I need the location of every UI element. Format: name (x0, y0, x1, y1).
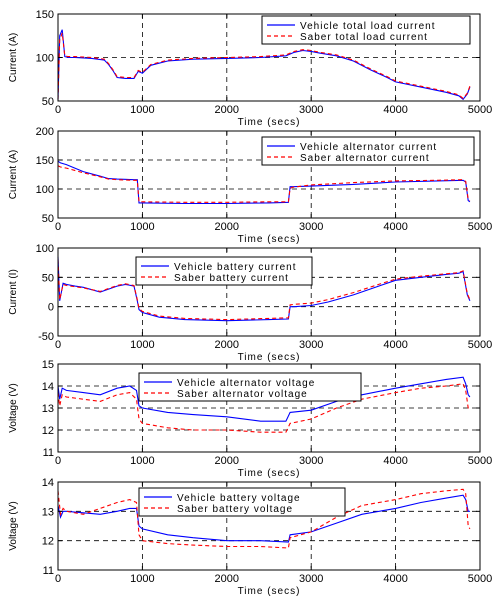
chart-panel-5: 0 1000 2000 3000 4000 5000 11 12 13 14 Time (secs)… (8, 477, 492, 597)
x-tick-label: 1000 (130, 573, 154, 585)
x-tick-label: 2000 (215, 104, 239, 116)
x-tick-label: 4000 (383, 455, 407, 467)
legend-label: Saber battery current (174, 273, 289, 284)
x-axis-label: Time (secs) (238, 352, 301, 363)
y-tick-label: 0 (48, 302, 54, 314)
y-tick-label: 11 (43, 565, 54, 577)
y-axis-label: Voltage (V) (8, 501, 19, 550)
legend-label: Saber battery voltage (177, 504, 293, 515)
series-line-saber (57, 488, 471, 549)
legend-label: Vehicle battery current (174, 262, 297, 273)
x-tick-label: 0 (55, 221, 61, 233)
y-tick-label: 50 (42, 272, 54, 284)
plot-frame (57, 130, 481, 219)
x-tick-label: 3000 (299, 455, 323, 467)
series-line-vehicle (57, 29, 471, 101)
y-tick-label: 150 (36, 9, 54, 21)
y-tick-label: 50 (42, 96, 54, 108)
y-tick-label: 100 (36, 184, 54, 196)
series-line-saber (57, 383, 471, 433)
x-tick-label: 1000 (130, 455, 154, 467)
x-tick-label: 2000 (215, 221, 239, 233)
x-tick-label: 5000 (468, 221, 492, 233)
x-tick-label: 1000 (130, 339, 154, 351)
y-tick-label: 11 (43, 447, 54, 459)
y-tick-label: -50 (38, 331, 54, 343)
x-axis-label: Time (secs) (238, 468, 301, 479)
legend-label: Saber alternator voltage (177, 389, 308, 400)
y-tick-label: 100 (36, 243, 54, 255)
y-tick-label: 15 (42, 359, 54, 371)
y-tick-label: 100 (36, 53, 54, 65)
y-axis-label: Current (A) (8, 33, 19, 82)
x-tick-label: 5000 (468, 104, 492, 116)
legend-label: Vehicle total load current (300, 21, 436, 32)
x-tick-label: 4000 (383, 221, 407, 233)
y-tick-label: 50 (42, 213, 54, 225)
plot-frame (57, 481, 481, 571)
legend-label: Saber total load current (300, 32, 428, 43)
y-tick-label: 12 (42, 536, 54, 548)
y-tick-label: 14 (42, 477, 54, 489)
x-tick-label: 1000 (130, 221, 154, 233)
x-axis-label: Time (secs) (238, 117, 301, 128)
x-tick-label: 0 (55, 339, 61, 351)
y-axis-label: Current (A) (8, 150, 19, 199)
x-tick-label: 0 (55, 455, 61, 467)
y-axis-label: Voltage (V) (8, 383, 19, 432)
legend-box (261, 136, 475, 166)
y-tick-label: 13 (42, 506, 54, 518)
series-line-vehicle (57, 494, 470, 543)
legend-label: Saber alternator current (300, 153, 430, 164)
x-axis-label: Time (secs) (238, 586, 301, 597)
series-line-saber (57, 32, 471, 100)
legend-label: Vehicle alternator current (300, 142, 437, 153)
x-tick-label: 2000 (215, 573, 239, 585)
x-tick-label: 3000 (299, 573, 323, 585)
legend-label: Vehicle battery voltage (177, 493, 301, 504)
y-axis-label: Current (I) (8, 269, 19, 315)
x-tick-label: 5000 (468, 573, 492, 585)
y-tick-label: 12 (42, 425, 54, 437)
x-tick-label: 0 (55, 104, 61, 116)
x-tick-label: 2000 (215, 339, 239, 351)
x-tick-label: 3000 (299, 221, 323, 233)
x-tick-label: 3000 (299, 104, 323, 116)
legend-box (135, 256, 313, 286)
x-tick-label: 5000 (468, 339, 492, 351)
chart-panel-2: 0 1000 2000 3000 4000 5000 50 100 150 200 Time (se… (8, 126, 492, 245)
y-tick-label: 200 (36, 126, 54, 138)
legend-label: Vehicle alternator voltage (177, 378, 315, 389)
legend-box (138, 487, 346, 517)
y-tick-label: 150 (36, 155, 54, 167)
series-line-saber (57, 165, 471, 203)
x-tick-label: 2000 (215, 455, 239, 467)
series-line-vehicle (57, 160, 471, 205)
x-tick-label: 4000 (383, 104, 407, 116)
plot-frame (57, 247, 481, 337)
x-tick-label: 4000 (383, 339, 407, 351)
x-tick-label: 3000 (299, 339, 323, 351)
x-axis-label: Time (secs) (238, 234, 301, 245)
chart-panel-1: 0 1000 2000 3000 4000 5000 50 100 150 Time (secs)… (8, 9, 492, 128)
x-tick-label: 1000 (130, 104, 154, 116)
y-tick-label: 13 (42, 403, 54, 415)
legend-box (261, 15, 471, 45)
x-tick-label: 4000 (383, 573, 407, 585)
x-tick-label: 5000 (468, 455, 492, 467)
series-line-vehicle (57, 376, 471, 422)
series-line-saber (57, 259, 471, 321)
y-tick-label: 14 (42, 381, 54, 393)
x-tick-label: 0 (55, 573, 61, 585)
legend-box (138, 372, 362, 402)
chart-panel-4: 0 1000 2000 3000 4000 5000 11 12 13 14 15 Time (sec… (8, 359, 492, 479)
